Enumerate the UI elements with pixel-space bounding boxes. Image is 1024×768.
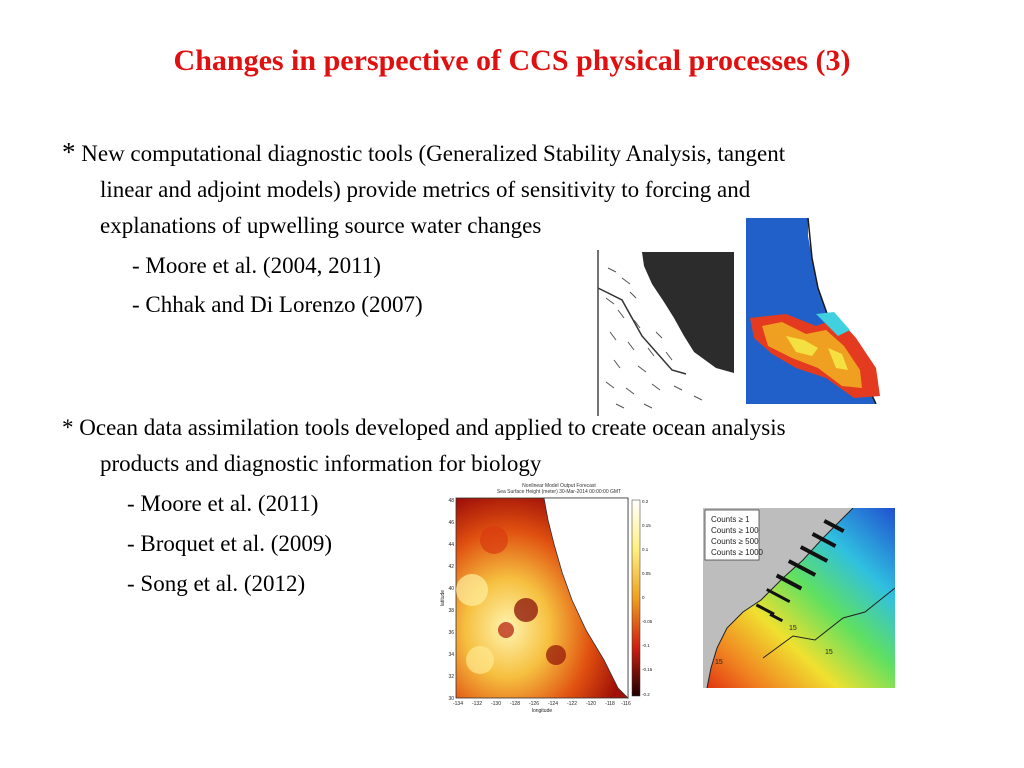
- sensitivity-map: [746, 218, 898, 404]
- ssh-ytick: 42: [448, 564, 454, 570]
- contour-label: 15: [789, 625, 797, 632]
- bullet1-line1: New computational diagnostic tools (Gene…: [81, 141, 786, 166]
- bullet2-line1: * Ocean data assimilation tools develope…: [62, 415, 786, 440]
- ssh-ytick: 48: [448, 498, 454, 504]
- ssh-xtick: -118: [605, 701, 615, 707]
- ssh-xtick: -130: [491, 701, 501, 707]
- ssh-forecast-map: Nonlinear Model Output Forecast Sea Surf…: [436, 480, 660, 714]
- ssh-xtick: -116: [621, 701, 631, 707]
- ssh-ytick: 40: [448, 586, 454, 592]
- colorbar-tick: 0.05: [642, 571, 651, 576]
- ssh-xtick: -122: [567, 701, 577, 707]
- bullet1-line3: explanations of upwelling source water c…: [100, 213, 542, 238]
- reference-broquet-2009: - Broquet et al. (2009): [127, 531, 333, 556]
- vector-field-map: [594, 248, 734, 416]
- ssh-title-line2: Sea Surface Height (meter) 30-Mar-2014 0…: [497, 489, 621, 495]
- ssh-ytick: 34: [448, 652, 454, 658]
- ssh-xtick: -132: [472, 701, 482, 707]
- reference-chhak-2007: - Chhak and Di Lorenzo (2007): [132, 292, 423, 317]
- reference-song-2012: - Song et al. (2012): [127, 571, 306, 596]
- colorbar-tick: 0.15: [642, 523, 651, 528]
- legend-counts-1000: Counts ≥ 1000: [711, 548, 764, 557]
- contour-label: 15: [715, 659, 723, 666]
- ssh-xtick: -120: [586, 701, 596, 707]
- reference-moore-2004: - Moore et al. (2004, 2011): [132, 253, 381, 278]
- bullet-star: *: [62, 137, 76, 167]
- ssh-xtick: -128: [510, 701, 520, 707]
- bullet1-line2: linear and adjoint models) provide metri…: [100, 177, 751, 202]
- colorbar-tick: 0: [642, 595, 645, 600]
- bullet-computational-tools: * New computational diagnostic tools (Ge…: [62, 134, 972, 244]
- ssh-xtick: -126: [529, 701, 539, 707]
- ssh-ylabel: latitude: [440, 590, 446, 606]
- ssh-ytick: 30: [448, 696, 454, 702]
- ssh-xtick: -134: [453, 701, 463, 707]
- ssh-xtick: -124: [548, 701, 558, 707]
- slide-title: Changes in perspective of CCS physical p…: [173, 44, 851, 77]
- colorbar-tick: -0.2: [642, 692, 650, 697]
- ssh-ytick: 36: [448, 630, 454, 636]
- contour-label: 15: [825, 649, 833, 656]
- colorbar-tick: 0.1: [642, 547, 649, 552]
- reference-moore-2011: - Moore et al. (2011): [127, 491, 319, 516]
- bullet-data-assimilation: * Ocean data assimilation tools develope…: [62, 410, 972, 482]
- ssh-ytick: 32: [448, 674, 454, 680]
- colorbar-tick: 0.2: [642, 499, 649, 504]
- legend-counts-500: Counts ≥ 500: [711, 537, 759, 546]
- ssh-xlabel: longitude: [532, 708, 553, 714]
- ssh-ytick: 46: [448, 520, 454, 526]
- bullet2-line2: products and diagnostic information for …: [100, 451, 542, 476]
- legend-counts-1: Counts ≥ 1: [711, 515, 750, 524]
- ssh-ytick: 44: [448, 542, 454, 548]
- colorbar-tick: -0.05: [642, 619, 653, 624]
- ssh-ytick: 38: [448, 608, 454, 614]
- ssh-title-line1: Nonlinear Model Output Forecast: [522, 483, 596, 489]
- colorbar-tick: -0.1: [642, 643, 650, 648]
- legend-counts-100: Counts ≥ 100: [711, 526, 759, 535]
- observation-counts-map: Counts ≥ 1 Counts ≥ 100 Counts ≥ 500 Cou…: [703, 508, 895, 688]
- colorbar-tick: -0.15: [642, 667, 653, 672]
